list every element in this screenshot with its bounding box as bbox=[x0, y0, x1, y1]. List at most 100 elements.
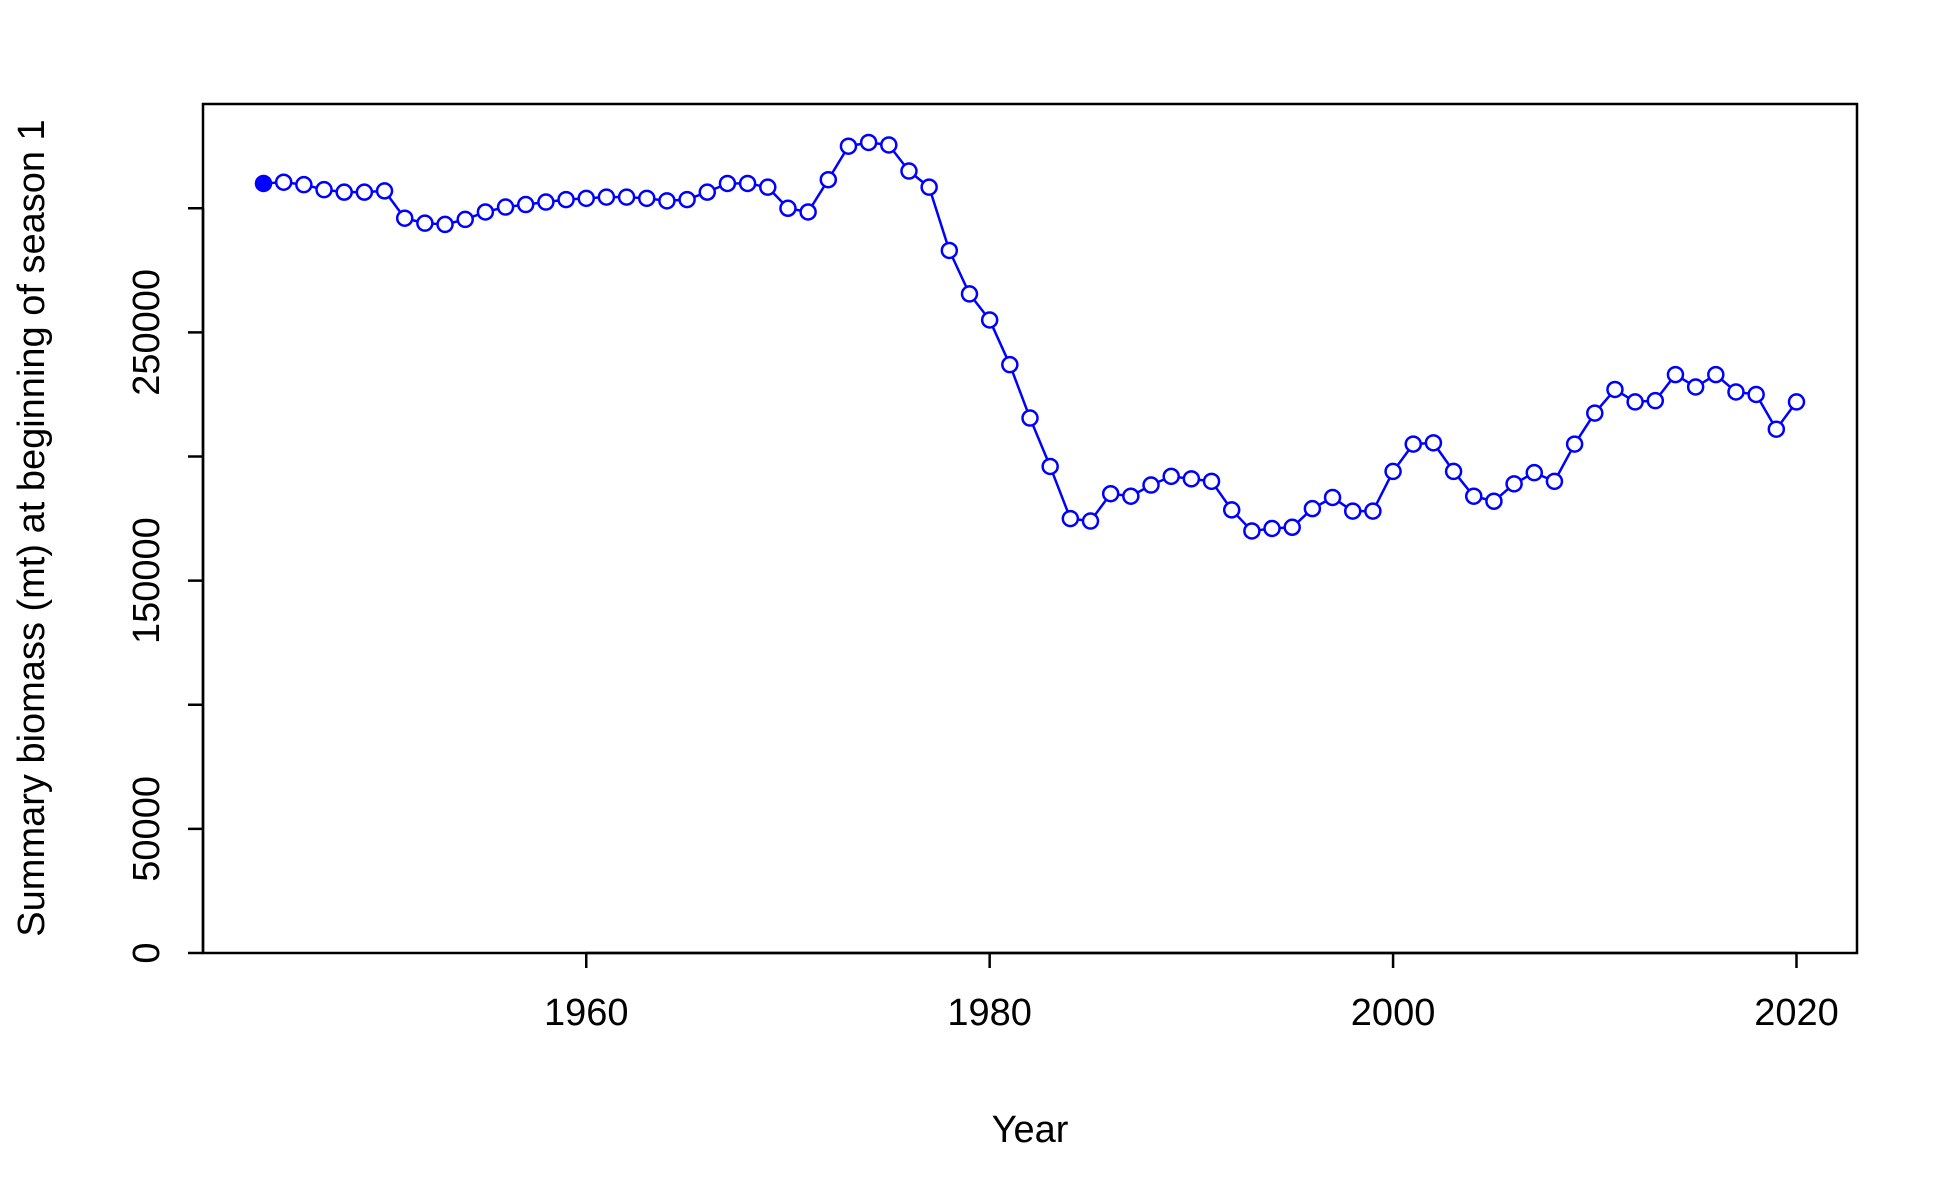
x-axis: 1960 1980 2000 2020 bbox=[544, 951, 1839, 1034]
data-point bbox=[617, 188, 636, 206]
data-point bbox=[960, 285, 979, 303]
data-point bbox=[859, 133, 878, 152]
data-point bbox=[880, 136, 898, 154]
series-line-segment bbox=[1436, 448, 1451, 466]
series-line-segment bbox=[914, 174, 925, 184]
data-point bbox=[1202, 472, 1221, 491]
data-point bbox=[1404, 435, 1422, 453]
data-point bbox=[1727, 383, 1745, 401]
data-point bbox=[1001, 355, 1019, 374]
data-point bbox=[1787, 393, 1806, 411]
series-line-segment bbox=[1396, 449, 1410, 467]
data-point bbox=[698, 183, 717, 201]
data-point bbox=[577, 189, 595, 208]
series-line-segment bbox=[1338, 500, 1348, 508]
data-point bbox=[335, 183, 353, 201]
data-point bbox=[799, 203, 817, 221]
data-point bbox=[274, 173, 293, 191]
plot-frame bbox=[201, 102, 1859, 955]
data-point bbox=[1606, 380, 1624, 399]
data-point bbox=[1243, 522, 1261, 540]
series-line-segment bbox=[1235, 514, 1248, 527]
series-line-segment bbox=[1136, 487, 1146, 494]
data-point bbox=[920, 178, 938, 196]
data-point bbox=[597, 188, 616, 206]
data-point bbox=[1122, 487, 1140, 505]
data-point bbox=[940, 241, 959, 260]
data-point bbox=[1182, 470, 1201, 488]
series-line-segment bbox=[973, 299, 987, 315]
data-point bbox=[516, 195, 535, 214]
data-point bbox=[718, 174, 737, 193]
series-line-segment bbox=[1556, 450, 1573, 476]
data-point bbox=[416, 214, 434, 232]
data-point bbox=[1525, 463, 1544, 482]
data-point bbox=[1162, 467, 1180, 486]
data-point bbox=[1323, 488, 1342, 507]
data-point bbox=[496, 198, 515, 216]
data-point bbox=[1444, 462, 1463, 481]
x-tick-label: 1980 bbox=[947, 992, 1032, 1034]
data-point bbox=[1646, 391, 1665, 410]
y-tick-label: 50000 bbox=[126, 776, 168, 882]
series-line-segment bbox=[1577, 418, 1592, 439]
data-point bbox=[1747, 385, 1765, 404]
series-line-segment bbox=[1498, 487, 1510, 498]
series-line-segment bbox=[1051, 472, 1069, 513]
x-tick-label: 1960 bbox=[544, 992, 629, 1034]
data-point bbox=[1565, 435, 1584, 453]
series-line-segment bbox=[387, 196, 402, 213]
data-point bbox=[395, 209, 414, 227]
series-line-segment bbox=[1296, 512, 1308, 524]
data-point bbox=[1767, 420, 1786, 438]
series-line-segment bbox=[1093, 499, 1108, 516]
data-point bbox=[1424, 434, 1443, 452]
x-tick-label: 2000 bbox=[1351, 992, 1436, 1034]
data-point bbox=[537, 193, 555, 211]
data-point bbox=[295, 175, 313, 194]
y-tick-label: 250000 bbox=[126, 269, 168, 396]
series-line-segment bbox=[1779, 407, 1794, 424]
data-point bbox=[1142, 476, 1160, 494]
data-point bbox=[1384, 462, 1402, 481]
data-point bbox=[980, 311, 999, 329]
data-point bbox=[678, 190, 696, 209]
y-axis: 0 50000 150000 250000 bbox=[126, 207, 205, 964]
x-axis-label: Year bbox=[992, 1109, 1069, 1151]
y-tick-label: 0 bbox=[126, 942, 168, 963]
data-point bbox=[1505, 475, 1523, 493]
data-point bbox=[638, 189, 656, 208]
data-point bbox=[658, 192, 676, 210]
data-point bbox=[1586, 404, 1604, 422]
y-axis-label: Summary biomass (mt) at beginning of sea… bbox=[11, 119, 53, 936]
data-point bbox=[1485, 492, 1503, 510]
series-line-segment bbox=[1031, 424, 1049, 460]
series-line-segment bbox=[831, 151, 846, 174]
series-line-segment bbox=[1681, 377, 1690, 385]
data-point bbox=[1666, 365, 1685, 384]
series-line-segment bbox=[1598, 394, 1612, 409]
data-point bbox=[1343, 502, 1362, 520]
series-line-segment bbox=[1520, 475, 1529, 482]
series-line-segment bbox=[1214, 486, 1229, 505]
data-point bbox=[1222, 501, 1241, 519]
series-line-segment bbox=[1318, 500, 1327, 507]
data-point bbox=[1041, 457, 1059, 476]
data-point bbox=[557, 190, 575, 209]
series-line-segment bbox=[930, 193, 949, 244]
series-line-segment bbox=[991, 326, 1008, 359]
data-point bbox=[1263, 519, 1281, 538]
data-point bbox=[476, 203, 495, 221]
series-line-segment bbox=[1758, 400, 1774, 424]
data-point bbox=[254, 174, 273, 193]
x-tick-label: 2020 bbox=[1754, 992, 1839, 1034]
data-point bbox=[1626, 393, 1644, 411]
data-point bbox=[355, 183, 374, 201]
series-line-segment bbox=[1375, 477, 1391, 506]
data-point bbox=[1364, 502, 1382, 520]
data-point bbox=[1283, 518, 1301, 537]
series-line-segment bbox=[1701, 377, 1711, 385]
series-line-segment bbox=[951, 256, 968, 288]
